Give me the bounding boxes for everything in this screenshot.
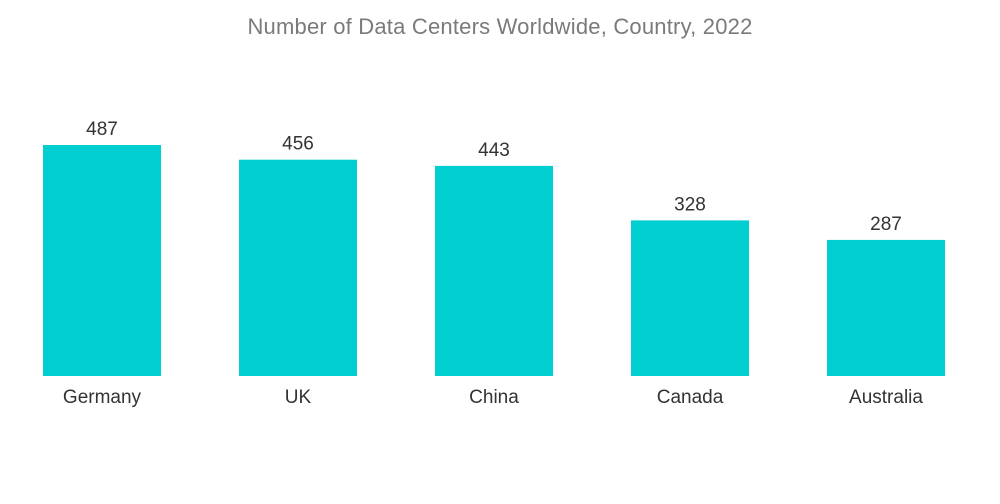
x-tick-label-australia: Australia bbox=[849, 387, 923, 408]
x-tick-label-canada: Canada bbox=[657, 387, 724, 408]
value-label-germany: 487 bbox=[86, 119, 118, 140]
bar-uk bbox=[239, 159, 357, 376]
value-label-canada: 328 bbox=[674, 194, 706, 215]
bar-china bbox=[435, 165, 553, 376]
bar-germany bbox=[43, 145, 161, 376]
chart-title: Number of Data Centers Worldwide, Countr… bbox=[247, 14, 753, 39]
bar-canada bbox=[631, 220, 749, 376]
x-tick-label-germany: Germany bbox=[63, 387, 142, 408]
x-tick-label-uk: UK bbox=[285, 387, 312, 408]
x-tick-label-china: China bbox=[469, 387, 519, 408]
bar-australia bbox=[827, 239, 945, 376]
value-label-australia: 287 bbox=[870, 214, 902, 235]
value-label-uk: 456 bbox=[282, 134, 314, 155]
value-label-china: 443 bbox=[478, 140, 510, 161]
